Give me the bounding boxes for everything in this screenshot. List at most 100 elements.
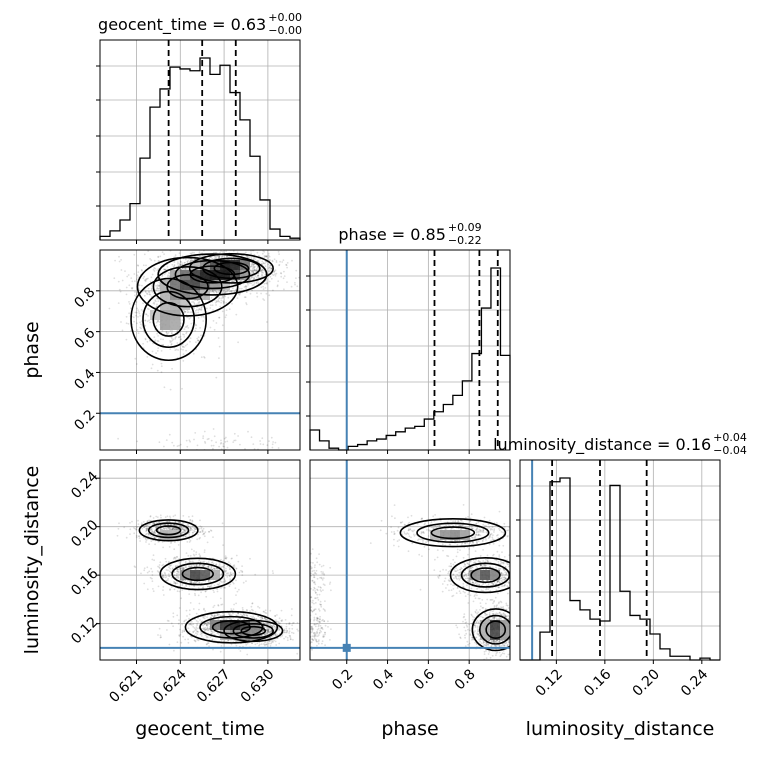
sample-point: [203, 356, 206, 359]
sample-point: [274, 628, 276, 630]
sample-point: [180, 641, 183, 644]
sample-point: [169, 340, 172, 342]
sample-point: [136, 278, 138, 281]
sample-point: [215, 291, 218, 294]
sample-point: [262, 288, 265, 290]
sample-point: [277, 622, 280, 624]
sample-point: [201, 305, 204, 308]
sample-point: [157, 288, 160, 290]
sample-point: [197, 339, 200, 342]
title-lower-error: −0.04: [713, 444, 747, 457]
sample-point: [135, 311, 138, 314]
sample-point: [178, 248, 180, 250]
sample-point: [188, 317, 191, 320]
sample-point: [230, 557, 233, 560]
sample-point: [252, 457, 254, 459]
sample-point: [177, 570, 180, 573]
sample-point: [157, 634, 159, 636]
sample-point: [205, 628, 208, 631]
sample-point: [206, 307, 208, 310]
sample-point: [175, 575, 178, 578]
sample-point: [174, 582, 177, 584]
sample-point: [259, 440, 261, 442]
sample-point: [232, 441, 235, 443]
sample-point: [157, 585, 160, 588]
sample-point: [162, 344, 165, 346]
sample-point: [280, 272, 283, 275]
sample-point: [192, 553, 195, 556]
sample-point: [194, 594, 197, 597]
sample-point: [170, 564, 173, 567]
sample-point: [261, 269, 264, 272]
sample-point: [92, 252, 94, 254]
sample-point: [264, 265, 267, 268]
sample-point: [265, 618, 268, 621]
sample-point: [171, 330, 174, 332]
sample-point: [250, 265, 253, 267]
sample-point: [199, 555, 202, 558]
sample-point: [292, 638, 294, 641]
sample-point: [291, 627, 294, 630]
sample-point: [259, 618, 262, 621]
sample-point: [173, 574, 176, 576]
sample-point: [204, 629, 207, 631]
sample-point: [256, 295, 259, 298]
sample-point: [252, 272, 255, 274]
sample-point: [147, 250, 150, 253]
sample-point: [228, 568, 231, 571]
sample-point: [150, 367, 153, 370]
sample-point: [229, 613, 231, 616]
sample-point: [231, 241, 233, 243]
sample-point: [184, 267, 186, 270]
sample-point: [137, 264, 140, 267]
sample-point: [197, 311, 200, 314]
sample-point: [162, 563, 165, 566]
sample-point: [221, 255, 224, 257]
sample-point: [179, 628, 181, 631]
sample-point: [208, 621, 210, 624]
sample-point: [168, 272, 171, 275]
sample-point: [221, 460, 223, 462]
sample-point: [130, 329, 132, 332]
sample-point: [171, 567, 174, 570]
sample-point: [176, 263, 179, 265]
sample-point: [162, 338, 165, 341]
sample-point: [147, 287, 150, 290]
sample-point: [134, 294, 136, 297]
sample-point: [217, 299, 220, 301]
sample-point: [267, 630, 270, 633]
sample-point: [141, 284, 143, 287]
sample-point: [134, 291, 136, 293]
sample-point: [251, 284, 254, 287]
sample-point: [144, 290, 147, 293]
sample-point: [205, 595, 208, 598]
sample-point: [248, 256, 251, 259]
sample-point: [245, 614, 248, 616]
sample-point: [271, 640, 274, 642]
sample-point: [226, 255, 229, 258]
sample-point: [207, 565, 210, 567]
sample-point: [173, 588, 176, 591]
sample-point: [235, 567, 238, 570]
sample-point: [239, 650, 242, 652]
sample-point: [286, 631, 288, 634]
sample-point: [304, 261, 306, 263]
sample-point: [279, 260, 281, 263]
sample-point: [212, 567, 215, 570]
sample-point: [149, 340, 151, 342]
sample-point: [207, 629, 209, 632]
sample-point: [251, 262, 254, 265]
sample-point: [261, 275, 264, 278]
sample-point: [229, 563, 232, 565]
sample-point: [253, 282, 256, 284]
sample-point: [193, 582, 195, 584]
sample-point: [291, 631, 293, 634]
sample-point: [256, 458, 258, 460]
sample-point: [203, 564, 206, 566]
sample-point: [251, 267, 254, 270]
sample-point: [266, 629, 269, 632]
sample-point: [265, 633, 268, 636]
sample-point: [180, 268, 183, 271]
sample-point: [198, 559, 201, 561]
sample-point: [205, 643, 208, 645]
